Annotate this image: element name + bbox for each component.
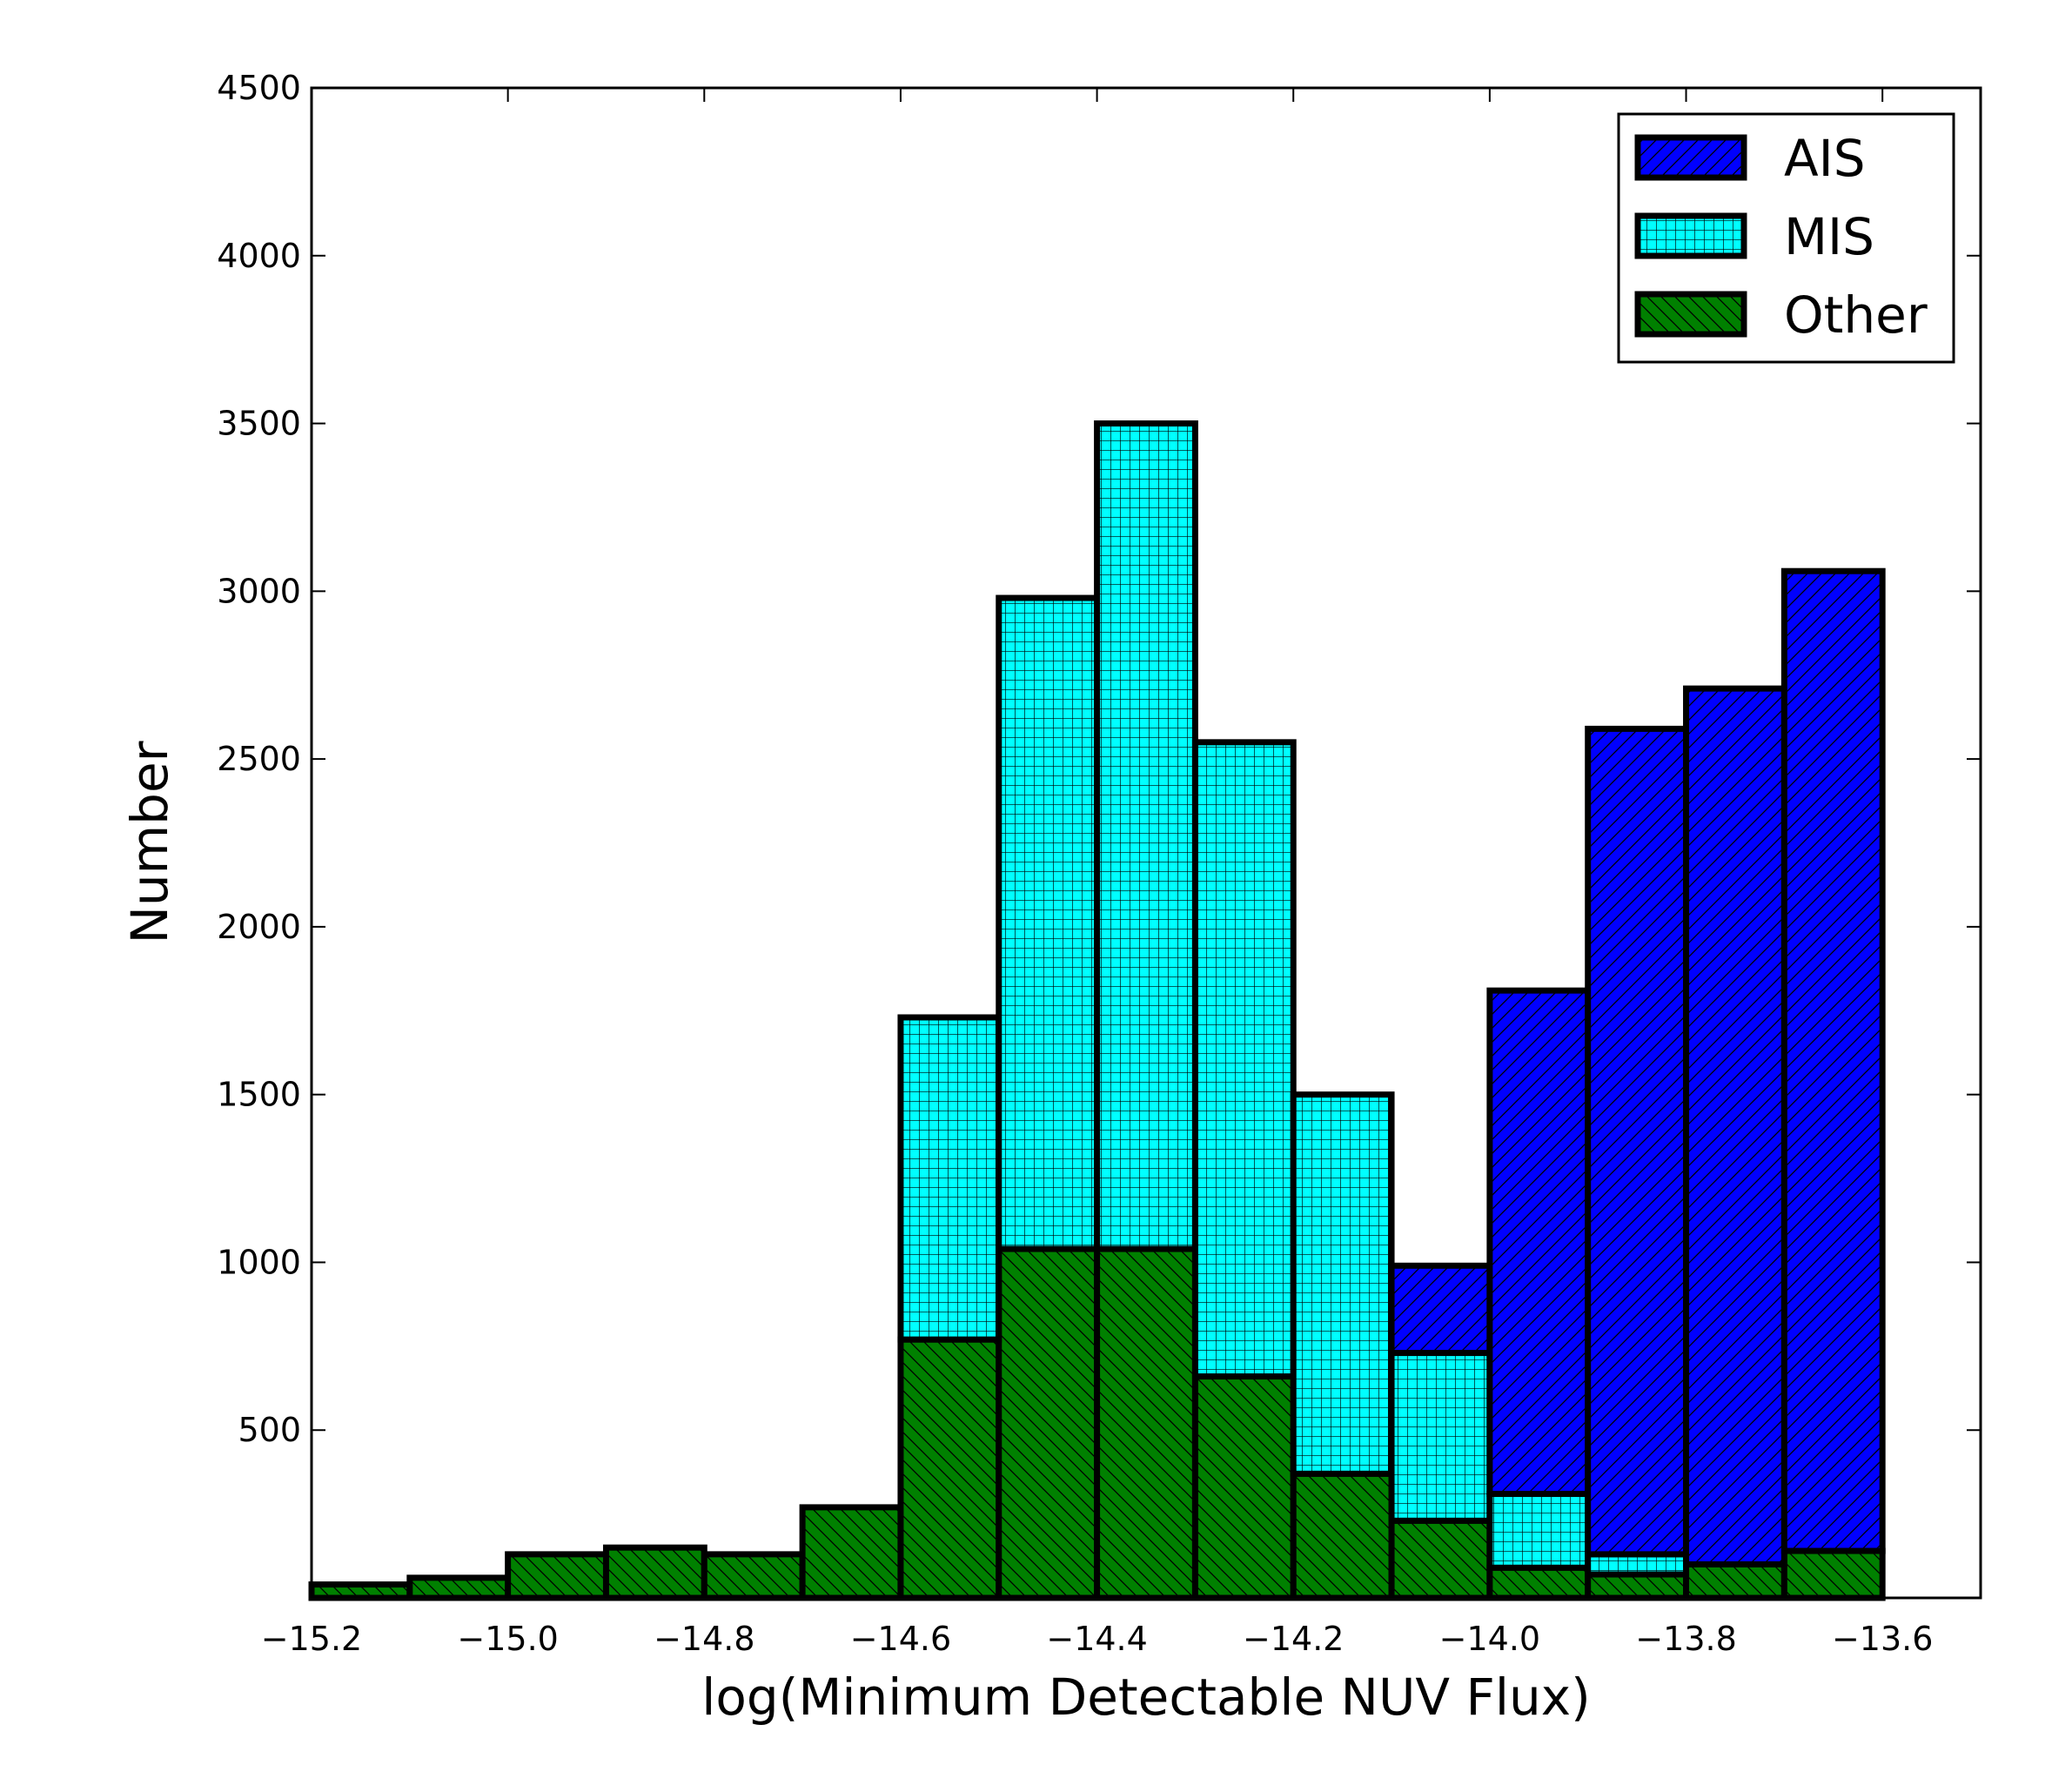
bar-ais-11 [1388, 1262, 1493, 1357]
x-axis-label: log(Minimum Detectable NUV Flux) [701, 1668, 1590, 1727]
bar-mis-12 [1486, 1490, 1592, 1571]
bar-ais-14 [1683, 685, 1787, 1567]
legend-swatch-other [1634, 291, 1747, 338]
y-tick-label: 3000 [217, 572, 301, 610]
y-axis-label: Number [120, 741, 179, 943]
y-tick-label: 1000 [217, 1243, 301, 1281]
bar-mis-9 [1191, 739, 1297, 1380]
y-tick-label: 2500 [217, 740, 301, 778]
bar-mis-10 [1290, 1091, 1395, 1477]
legend-swatch-mis [1634, 212, 1747, 259]
y-tick-label: 500 [238, 1411, 301, 1449]
bar-other-9 [1191, 1373, 1297, 1601]
plot-frame [310, 86, 1982, 1600]
y-tick-label: 4000 [217, 237, 301, 275]
bar-other-15 [1780, 1547, 1886, 1601]
bar-other-2 [505, 1551, 609, 1601]
x-tick-label: −14.0 [1439, 1620, 1540, 1658]
y-tick-label: 3500 [217, 405, 301, 443]
bar-ais-15 [1780, 567, 1886, 1554]
y-tick-label: 4500 [217, 69, 301, 107]
x-tick-label: −14.8 [654, 1620, 754, 1658]
x-tick-label: −13.6 [1832, 1620, 1933, 1658]
legend-label-other: Other [1784, 285, 1928, 345]
bar-other-10 [1290, 1470, 1395, 1601]
bar-other-5 [799, 1504, 904, 1601]
bar-other-3 [602, 1544, 707, 1601]
legend-label-ais: AIS [1784, 129, 1866, 188]
bar-other-6 [897, 1336, 1002, 1601]
x-tick-label: −14.4 [1046, 1620, 1147, 1658]
x-tick-label: −14.6 [850, 1620, 951, 1658]
legend-swatch-ais [1634, 134, 1747, 181]
y-tick-label: 2000 [217, 908, 301, 946]
bar-other-11 [1388, 1517, 1493, 1601]
histogram-bars [308, 420, 1886, 1601]
bar-other-14 [1683, 1560, 1787, 1601]
bar-other-1 [406, 1574, 512, 1601]
y-tick-label: 1500 [217, 1076, 301, 1114]
bar-other-4 [701, 1551, 806, 1601]
x-tick-label: −14.2 [1243, 1620, 1344, 1658]
x-axis: −15.2 −15.0 −14.8 −14.6 −14.4 −14.2 −14.0 −13.8… [261, 88, 1933, 1658]
bar-other-0 [308, 1581, 413, 1601]
x-tick-label: −15.0 [457, 1620, 558, 1658]
bar-other-8 [1094, 1245, 1198, 1601]
bar-mis-8 [1094, 420, 1198, 1252]
y-axis: 500 1000 1500 2000 2500 3000 3500 4000 4500 [217, 69, 1981, 1449]
bar-other-13 [1585, 1571, 1690, 1601]
legend: AIS MIS Other [1617, 112, 1955, 364]
bar-mis-6 [897, 1014, 1002, 1343]
bar-other-12 [1486, 1564, 1592, 1601]
legend-label-mis: MIS [1784, 207, 1874, 266]
bar-ais-13 [1585, 725, 1690, 1558]
x-tick-label: −15.2 [261, 1620, 362, 1658]
bar-mis-11 [1388, 1350, 1493, 1524]
bar-ais-12 [1486, 987, 1592, 1497]
bar-other-7 [996, 1245, 1101, 1601]
x-tick-label: −13.8 [1635, 1620, 1736, 1658]
bar-mis-7 [996, 594, 1101, 1252]
